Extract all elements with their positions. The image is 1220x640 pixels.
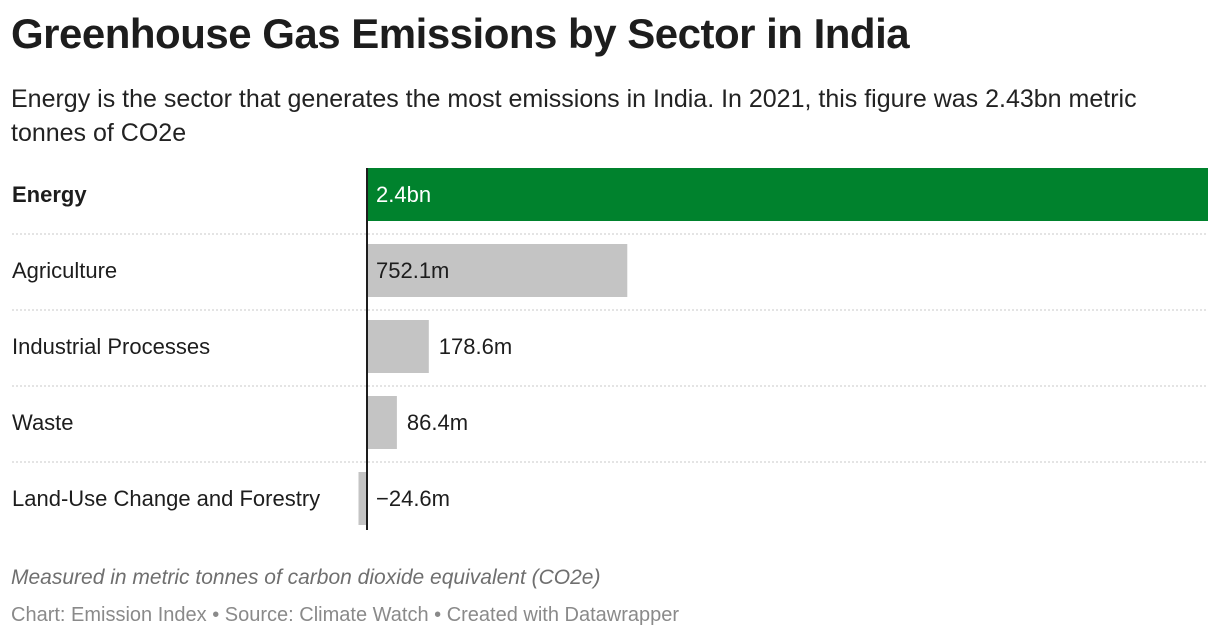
chart-subtitle: Energy is the sector that generates the … bbox=[11, 85, 1137, 147]
footer-source-label: Source: bbox=[224, 604, 294, 626]
category-label: Industrial Processes bbox=[12, 334, 210, 359]
footer-chart-label: Chart: bbox=[11, 604, 66, 626]
value-label: −24.6m bbox=[376, 486, 450, 511]
chart-title: Greenhouse Gas Emissions by Sector in In… bbox=[11, 10, 910, 57]
bar bbox=[367, 396, 397, 449]
category-label: Energy bbox=[12, 182, 87, 207]
chart-notes: Measured in metric tonnes of carbon diox… bbox=[11, 566, 601, 589]
footer-credit: Created with Datawrapper bbox=[446, 604, 680, 626]
value-label: 178.6m bbox=[439, 334, 512, 359]
bar bbox=[367, 244, 628, 297]
footer-separator: • bbox=[428, 604, 447, 626]
footer-separator: • bbox=[206, 604, 225, 626]
bar bbox=[367, 168, 1208, 221]
value-label: 752.1m bbox=[376, 258, 449, 283]
category-label: Agriculture bbox=[12, 258, 117, 283]
footer-source-value: Climate Watch bbox=[299, 604, 429, 626]
category-label: Land-Use Change and Forestry bbox=[12, 486, 320, 511]
chart-footer: Chart: Emission Index • Source: Climate … bbox=[11, 604, 679, 627]
footer-chart-value: Emission Index bbox=[71, 604, 207, 626]
value-label: 86.4m bbox=[407, 410, 468, 435]
category-label: Waste bbox=[12, 410, 74, 435]
value-label: 2.4bn bbox=[376, 182, 431, 207]
bar bbox=[367, 320, 429, 373]
bar bbox=[358, 472, 367, 525]
bar-chart: Energy 2.4bn Agriculture 752.1m Industrial P… bbox=[12, 168, 1208, 530]
